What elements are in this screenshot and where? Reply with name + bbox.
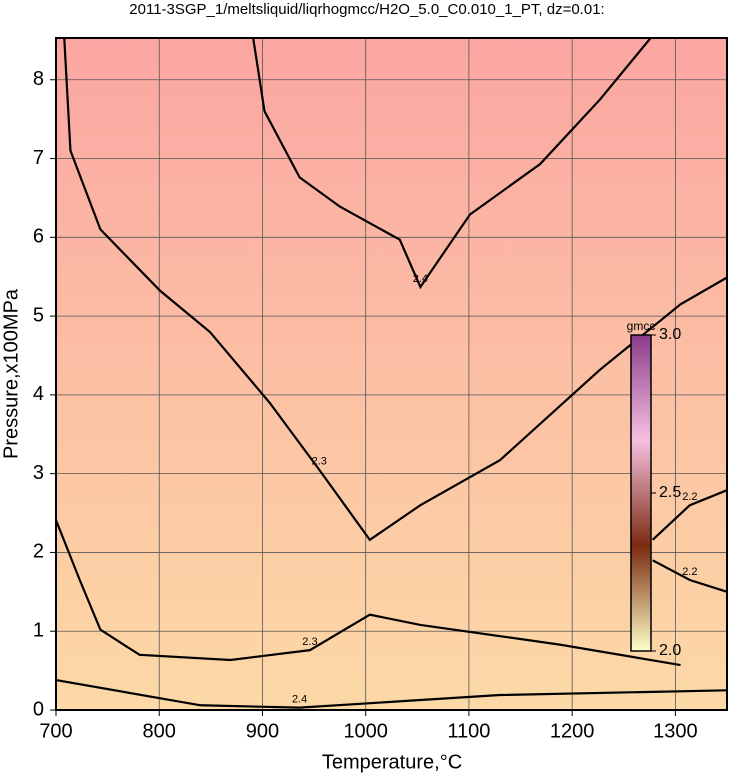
y-tick-label: 5 — [33, 304, 44, 326]
x-tick-label: 1100 — [447, 720, 490, 742]
y-tick-label: 4 — [33, 383, 44, 405]
x-tick-label: 1200 — [550, 720, 595, 742]
contour-line — [652, 559, 728, 593]
y-tick-label: 0 — [33, 698, 44, 720]
plot-frame — [55, 37, 728, 711]
colorbar-label: gmcc — [627, 319, 656, 333]
contour-label: 2.3 — [302, 636, 317, 648]
y-tick-label: 2 — [33, 541, 44, 563]
x-tick-label: 700 — [39, 720, 72, 742]
y-axis-label: Pressure,x100MPa — [0, 288, 22, 459]
y-tick-label: 3 — [33, 462, 44, 484]
contour-label: 2.4 — [292, 694, 307, 706]
y-tick-label: 1 — [33, 620, 44, 642]
colorbar-tick-label: 3.0 — [659, 326, 681, 343]
x-tick-label: 900 — [246, 720, 279, 742]
contour-line — [54, 519, 681, 667]
contour-line — [55, 678, 728, 709]
y-tick-label: 8 — [33, 68, 44, 90]
colorbar-tick-label: 2.0 — [659, 642, 681, 659]
contour-label: 2.2 — [682, 491, 697, 503]
contour-line — [63, 37, 728, 542]
y-tick-label: 6 — [33, 226, 44, 248]
x-tick-label: 1000 — [343, 720, 388, 742]
contour-line — [651, 489, 728, 541]
contour-line — [252, 37, 652, 290]
y-tick-label: 7 — [33, 147, 44, 169]
colorbar — [630, 334, 652, 652]
contour-label: 2.2 — [682, 566, 697, 578]
plot-area — [56, 38, 727, 710]
chart-title: 2011-3SGP_1/meltsliquid/liqrhogmcc/H2O_5… — [129, 1, 604, 18]
x-axis-label: Temperature,°C — [322, 751, 462, 773]
contour-label: 2.4 — [413, 273, 428, 285]
colorbar-tick-label: 2.5 — [659, 484, 681, 501]
contour-label: 2.3 — [312, 456, 327, 468]
x-tick-label: 1300 — [653, 720, 698, 742]
x-tick-label: 800 — [143, 720, 176, 742]
